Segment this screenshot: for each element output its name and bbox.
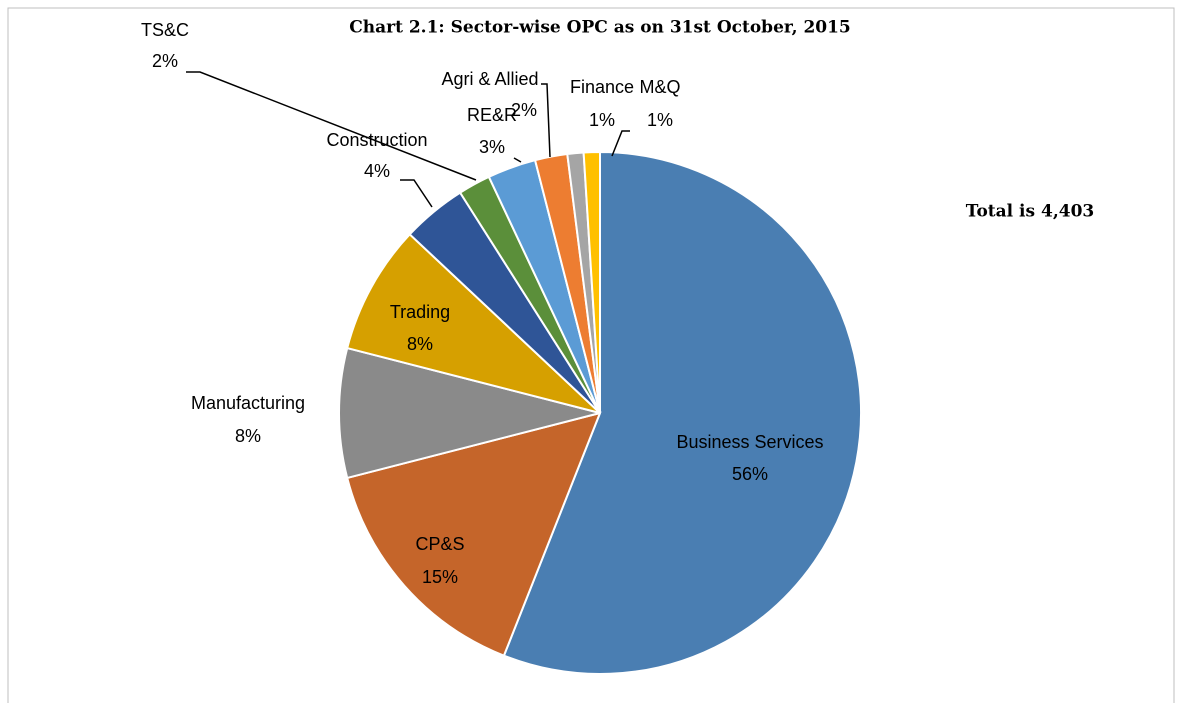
leader-line <box>186 71 477 181</box>
data-label-value: 1% <box>647 110 673 130</box>
data-label-name: Agri & Allied <box>441 69 538 89</box>
data-label-value: 56% <box>732 464 768 484</box>
data-label-value: 8% <box>235 426 261 446</box>
data-label-name: RE&R <box>467 105 517 125</box>
data-label-value: 4% <box>364 161 390 181</box>
leader-line <box>513 157 522 163</box>
data-label-name: Finance <box>570 77 634 97</box>
leader-line <box>400 179 433 208</box>
chart-frame <box>7 7 1175 703</box>
data-label-value: 1% <box>589 110 615 130</box>
data-label-name: Business Services <box>676 432 823 452</box>
data-label-name: Trading <box>390 302 450 322</box>
leader-line <box>541 83 551 158</box>
leader-line <box>611 130 630 157</box>
pie-slice <box>502 150 862 675</box>
data-label-name: CP&S <box>415 534 464 554</box>
chart-title: Chart 2.1: Sector-wise OPC as on 31st Oc… <box>349 18 851 38</box>
data-label-name: M&Q <box>639 77 680 97</box>
data-label-value: 15% <box>422 567 458 587</box>
data-label-value: 2% <box>152 51 178 71</box>
data-label-value: 2% <box>511 100 537 120</box>
leader-lines <box>186 71 630 208</box>
data-label-name: Manufacturing <box>191 393 305 413</box>
pie-slice <box>582 150 601 414</box>
data-label-name: Construction <box>326 130 427 150</box>
data-label-value: 3% <box>479 137 505 157</box>
annotation: Total is 4,403 <box>966 202 1094 222</box>
pie-slice <box>345 232 601 414</box>
pie-slice <box>345 411 602 657</box>
pie-slice <box>338 346 601 480</box>
data-label-name: TS&C <box>141 20 189 40</box>
data-label-value: 8% <box>407 334 433 354</box>
